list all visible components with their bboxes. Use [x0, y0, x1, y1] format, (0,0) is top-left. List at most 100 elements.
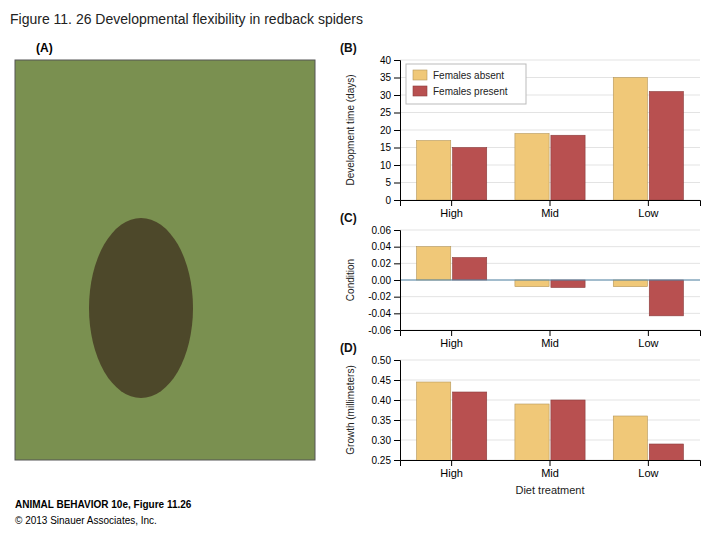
tick-label: 40	[380, 55, 392, 66]
bar-series	[453, 258, 684, 316]
tick-label: 10	[380, 160, 392, 171]
y-tick: -0.04	[368, 308, 400, 319]
y-tick: 35	[380, 72, 400, 83]
tick-label: 0.04	[372, 241, 392, 252]
tick-mark	[550, 200, 551, 206]
axis-line	[394, 361, 401, 461]
bar-series	[453, 392, 684, 460]
legend-box	[406, 64, 526, 104]
y-tick: 0.35	[372, 415, 400, 426]
tick-mark	[394, 113, 400, 114]
tick-label: -0.04	[368, 308, 391, 319]
tick-label: -0.06	[368, 325, 391, 336]
axis-line	[401, 461, 701, 467]
tick-mark	[394, 183, 400, 184]
x-tick: Low	[638, 460, 658, 479]
axis-line	[394, 61, 401, 201]
grid-line	[400, 60, 700, 61]
tick-label: -0.02	[368, 291, 391, 302]
y-tick: 15	[380, 142, 400, 153]
grid-line	[400, 360, 700, 361]
x-axis: High Mid Low	[401, 330, 701, 349]
axis-line	[394, 231, 401, 331]
bar	[649, 444, 683, 460]
y-axis: 0.25 0.30 0.35 0.40 0.45 0.50	[372, 355, 401, 466]
chart-root: Figure 11. 26 Developmental flexibility …	[0, 0, 720, 540]
photo-shape	[89, 218, 193, 398]
tick-mark	[451, 200, 452, 206]
tick-label: 0.45	[372, 375, 392, 386]
y-tick: 0.50	[372, 355, 400, 366]
tick-mark	[394, 148, 400, 149]
tick-mark	[648, 330, 649, 336]
tick-label: Mid	[541, 467, 559, 479]
bar	[515, 280, 549, 287]
x-tick: Low	[638, 200, 658, 219]
plot-area	[417, 382, 684, 460]
x-tick: Low	[638, 330, 658, 349]
y-tick: 0.00	[372, 275, 400, 286]
tick-label: 25	[380, 107, 392, 118]
tick-label: 0.30	[372, 435, 392, 446]
bar	[613, 78, 647, 201]
y-axis-title: Condition	[345, 259, 356, 301]
footer: ANIMAL BEHAVIOR 10e, Figure 11.26	[15, 499, 192, 510]
tick-mark	[394, 297, 400, 298]
panel: HighMidLow-0.06-0.04-0.020.000.020.040.0…	[340, 211, 701, 349]
x-tick: High	[440, 330, 463, 349]
tick-label: 35	[380, 72, 392, 83]
bar	[453, 148, 487, 201]
panel: High Mid Low 0.25 0.30 0.35 0.40 0.45 0.50 Growth…	[340, 341, 701, 540]
x-tick: Mid	[541, 460, 559, 479]
bar	[417, 382, 451, 460]
y-tick: 30	[380, 90, 400, 101]
tick-label: 0	[385, 195, 391, 206]
footer: © 2013 Sinauer Associates, Inc.	[15, 515, 157, 526]
tick-mark	[394, 420, 400, 421]
y-axis: -0.06-0.04-0.020.000.020.040.06	[368, 225, 400, 336]
y-tick: 0.25	[372, 455, 400, 466]
y-axis-title: Growth (millimeters)	[345, 365, 356, 454]
x-axis-title: Diet treatment	[515, 484, 584, 496]
bar	[453, 392, 487, 460]
panel-label: (A)	[36, 41, 53, 55]
y-tick: 0.45	[372, 375, 400, 386]
y-tick: 0.06	[372, 225, 400, 236]
tick-mark	[394, 78, 400, 79]
tick-label: 30	[380, 90, 392, 101]
y-tick: -0.02	[368, 291, 400, 302]
tick-label: Low	[638, 467, 658, 479]
tick-label: 0.06	[372, 225, 392, 236]
tick-mark	[394, 400, 400, 401]
bar-series	[417, 382, 648, 460]
tick-label: High	[440, 467, 463, 479]
y-tick: 0.40	[372, 395, 400, 406]
tick-label: 0.25	[372, 455, 392, 466]
tick-mark	[550, 330, 551, 336]
legend-item: Females present	[413, 86, 508, 97]
grid-line	[400, 280, 700, 281]
bar	[551, 400, 585, 460]
photo-placeholder	[15, 60, 315, 460]
axis-line	[401, 201, 701, 207]
tick-label: 20	[380, 125, 392, 136]
y-tick: 0.04	[372, 241, 400, 252]
tick-mark	[394, 200, 400, 201]
y-tick: 0.30	[372, 435, 400, 446]
image-panel	[15, 60, 315, 460]
grid-line	[400, 230, 700, 231]
tick-label: 0.50	[372, 355, 392, 366]
figure-title: Figure 11. 26 Developmental flexibility …	[10, 11, 363, 27]
bar	[613, 280, 647, 287]
tick-label: 5	[385, 177, 391, 188]
tick-label: Mid	[541, 337, 559, 349]
legend-item: Females absent	[413, 70, 504, 81]
y-tick: 10	[380, 160, 400, 171]
zero-line	[400, 280, 700, 281]
tick-mark	[394, 380, 400, 381]
tick-mark	[394, 330, 400, 331]
plot-area	[400, 247, 700, 316]
legend-swatch	[413, 70, 427, 80]
panel-label: (B)	[340, 41, 357, 55]
legend-label: Females present	[433, 86, 508, 97]
